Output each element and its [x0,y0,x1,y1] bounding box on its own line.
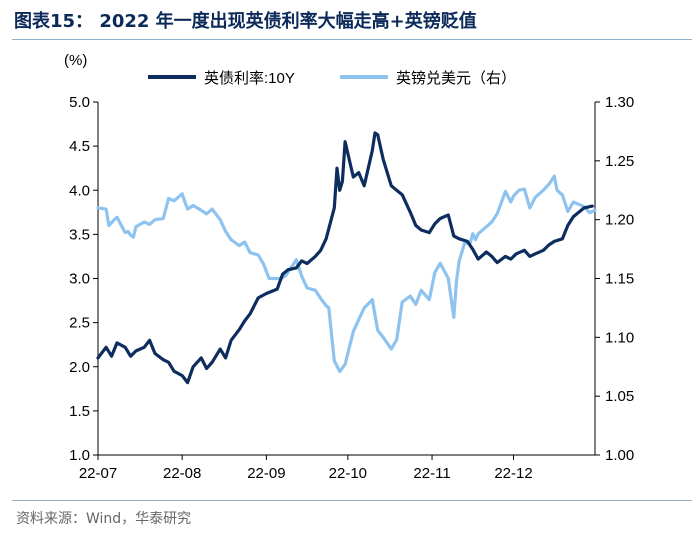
y-right-tick-label: 1.00 [605,447,634,464]
x-tick-label: 22-12 [494,465,532,482]
y-left-tick-label: 3.0 [69,271,90,288]
y-right-tick-label: 1.10 [605,329,634,346]
plot-area: 1.0 1.5 2.0 2.5 3.0 3.5 4.0 4.5 5.0 1.00 1.05 1.10 1… [69,94,634,482]
y-unit-label: (%) [64,52,87,69]
y-left-tick-label: 1.0 [69,447,90,464]
y-right-tick-label: 1.30 [605,94,634,111]
title-divider [12,39,692,40]
y-right-tick-label: 1.25 [605,153,634,170]
y-right-tick-label: 1.20 [605,212,634,229]
x-tick-label: 22-11 [413,465,450,482]
footer-divider [12,500,692,501]
page-title: 图表15： 2022 年一度出现英债利率大幅走高+英镑贬值 [14,11,477,32]
y-left-tick-label: 2.0 [69,359,90,376]
legend-label-gbp: 英镑兑美元（右） [396,69,516,87]
y-left-tick-label: 4.0 [69,182,90,199]
x-tick-label: 22-08 [163,465,201,482]
y-left-tick-label: 4.5 [69,138,90,155]
y-left-tick-label: 2.5 [69,315,90,332]
x-tick-label: 22-09 [247,465,285,482]
y-right-tick-label: 1.15 [605,271,634,288]
series-line-gilt-yield [96,131,594,385]
series-line-gbp-usd [96,174,597,374]
source-note: 资料来源：Wind，华泰研究 [16,511,192,527]
legend-label-gilt: 英债利率:10Y [204,69,295,87]
y-left-tick-label: 1.5 [69,403,90,420]
x-tick-label: 22-10 [329,465,367,482]
x-tick-label: 22-07 [79,465,117,482]
y-right-tick-label: 1.05 [605,388,634,405]
legend: 英债利率:10Y 英镑兑美元（右） [148,69,516,87]
y-left-tick-label: 5.0 [69,94,90,111]
y-left-tick-label: 3.5 [69,226,90,243]
